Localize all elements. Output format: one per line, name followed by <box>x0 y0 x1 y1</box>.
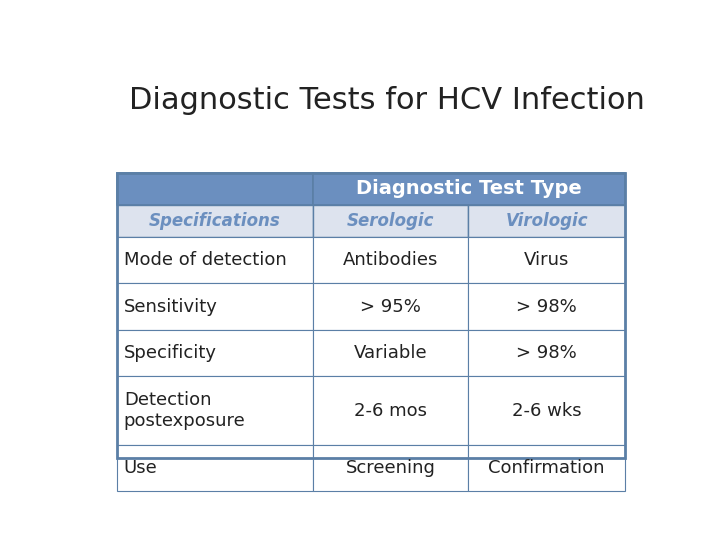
Text: > 95%: > 95% <box>360 298 421 315</box>
FancyBboxPatch shape <box>469 330 625 376</box>
FancyBboxPatch shape <box>117 445 312 491</box>
Text: Diagnostic Tests for HCV Infection: Diagnostic Tests for HCV Infection <box>129 85 645 114</box>
FancyBboxPatch shape <box>117 376 312 445</box>
FancyBboxPatch shape <box>469 445 625 491</box>
Text: Serologic: Serologic <box>347 212 434 230</box>
Text: > 98%: > 98% <box>516 344 577 362</box>
FancyBboxPatch shape <box>469 284 625 330</box>
Text: Detection
postexposure: Detection postexposure <box>124 391 246 430</box>
Text: Sensitivity: Sensitivity <box>124 298 217 315</box>
Text: Mode of detection: Mode of detection <box>124 252 287 269</box>
FancyBboxPatch shape <box>117 330 312 376</box>
Text: Specifications: Specifications <box>149 212 281 230</box>
FancyBboxPatch shape <box>469 376 625 445</box>
FancyBboxPatch shape <box>117 205 312 237</box>
FancyBboxPatch shape <box>117 237 312 284</box>
FancyBboxPatch shape <box>469 205 625 237</box>
FancyBboxPatch shape <box>312 376 469 445</box>
Text: Use: Use <box>124 460 158 477</box>
Text: Virologic: Virologic <box>505 212 588 230</box>
Text: Diagnostic Test Type: Diagnostic Test Type <box>356 179 582 198</box>
FancyBboxPatch shape <box>312 205 469 237</box>
FancyBboxPatch shape <box>312 284 469 330</box>
FancyBboxPatch shape <box>312 445 469 491</box>
Text: Specificity: Specificity <box>124 344 217 362</box>
FancyBboxPatch shape <box>312 173 625 205</box>
Text: Antibodies: Antibodies <box>343 252 438 269</box>
FancyBboxPatch shape <box>312 237 469 284</box>
Text: 2-6 wks: 2-6 wks <box>512 402 581 420</box>
Text: > 98%: > 98% <box>516 298 577 315</box>
Text: 2-6 mos: 2-6 mos <box>354 402 427 420</box>
FancyBboxPatch shape <box>469 237 625 284</box>
FancyBboxPatch shape <box>117 173 312 205</box>
Text: Virus: Virus <box>524 252 570 269</box>
FancyBboxPatch shape <box>312 330 469 376</box>
Text: Confirmation: Confirmation <box>488 460 605 477</box>
Text: Screening: Screening <box>346 460 436 477</box>
FancyBboxPatch shape <box>117 284 312 330</box>
Text: Variable: Variable <box>354 344 427 362</box>
